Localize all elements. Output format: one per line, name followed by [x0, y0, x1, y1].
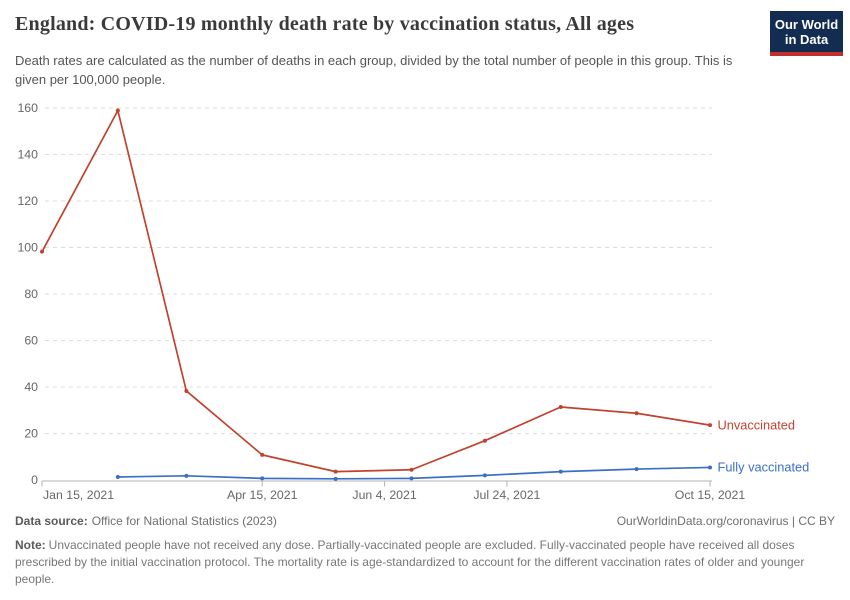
y-tick-label-0: 0 [31, 473, 38, 487]
series-point-unvaccinated-1 [115, 108, 120, 113]
y-tick-label-60: 60 [24, 334, 38, 348]
series-point-fully-vaccinated-7 [634, 467, 639, 472]
x-tick-label-3: Jul 24, 2021 [473, 488, 540, 502]
y-tick-label-80: 80 [24, 287, 38, 301]
attribution-link[interactable]: OurWorldinData.org/coronavirus | CC BY [616, 514, 835, 528]
series-point-fully-vaccinated-4 [409, 476, 414, 481]
series-point-unvaccinated-8 [634, 411, 639, 416]
chart-note: Note: Unvaccinated people have not receiv… [15, 537, 835, 588]
owid-logo[interactable]: Our World in Data [770, 11, 843, 56]
owid-logo-line2: in Data [784, 32, 829, 47]
series-point-fully-vaccinated-0 [115, 474, 120, 479]
y-tick-label-20: 20 [24, 427, 38, 441]
page-title: England: COVID-19 monthly death rate by … [15, 13, 635, 35]
y-tick-label-160: 160 [17, 101, 38, 115]
data-source-label: Data source: [15, 514, 88, 528]
y-tick-label-140: 140 [17, 148, 38, 162]
series-point-unvaccinated-2 [184, 388, 189, 393]
x-tick-label-1: Apr 15, 2021 [227, 488, 298, 502]
series-point-unvaccinated-4 [333, 469, 338, 474]
series-point-unvaccinated-7 [558, 404, 563, 409]
x-tick-label-0: Jan 15, 2021 [43, 488, 114, 502]
data-source-value: Office for National Statistics (2023) [91, 514, 277, 528]
line-chart: 0 20 40 60 80 100 120 140 160 Jan 15, 2021 Apr 15,… [17, 101, 810, 502]
series-point-unvaccinated-9 [708, 423, 712, 428]
source-row: Data source: Office for National Statisti… [15, 514, 835, 528]
y-tick-label-40: 40 [24, 380, 38, 394]
series-point-fully-vaccinated-6 [558, 469, 563, 474]
series-point-fully-vaccinated-8 [708, 465, 712, 470]
series-point-unvaccinated-6 [482, 438, 487, 443]
chart-footer: Data source: Office for National Statisti… [15, 514, 835, 588]
series-point-fully-vaccinated-3 [333, 476, 338, 481]
series-line-unvaccinated [41, 109, 711, 473]
note-text: Unvaccinated people have not received an… [15, 538, 805, 586]
series-point-fully-vaccinated-2 [260, 476, 265, 481]
note-label: Note: [15, 538, 46, 552]
owid-logo-line1: Our World [774, 17, 839, 32]
x-tick-label-2: Jun 4, 2021 [352, 488, 416, 502]
series-label-fully-vaccinated: Fully vaccinated [718, 460, 810, 475]
series-label-unvaccinated: Unvaccinated [718, 417, 796, 432]
series-point-unvaccinated-3 [260, 452, 265, 457]
series-point-fully-vaccinated-5 [482, 473, 487, 478]
series-point-unvaccinated-0 [40, 249, 44, 254]
y-tick-label-120: 120 [17, 194, 38, 208]
y-tick-label-100: 100 [17, 241, 38, 255]
series-point-unvaccinated-5 [409, 467, 414, 472]
chart-subtitle: Death rates are calculated as the number… [15, 53, 733, 87]
x-tick-label-4: Oct 15, 2021 [675, 488, 746, 502]
data-source: Data source: Office for National Statisti… [15, 514, 277, 528]
series-point-fully-vaccinated-1 [184, 473, 189, 478]
